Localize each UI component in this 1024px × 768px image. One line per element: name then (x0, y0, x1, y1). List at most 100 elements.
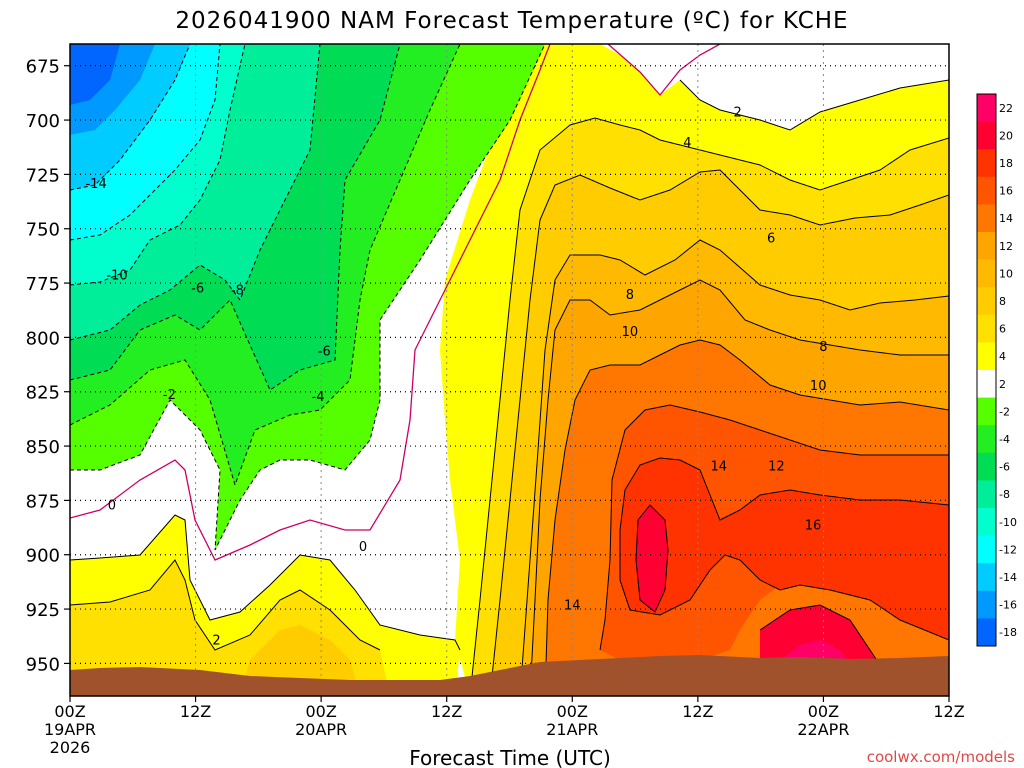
contour-minus-6 (70, 44, 401, 391)
x-tick-label: 00Z (54, 702, 85, 721)
colorbar-label: 14 (999, 212, 1013, 225)
y-axis: 675 700 725 750 775 800 825 850 875 900 925 950 (26, 57, 70, 675)
x-tick-label: 12Z (682, 702, 713, 721)
contour-label: -14 (86, 177, 107, 192)
colorbar-label: -12 (999, 543, 1017, 556)
colorbar-swatch (977, 452, 996, 481)
plot-frame (69, 43, 950, 697)
colorbar-swatch (977, 342, 996, 371)
contour-label: 14 (711, 460, 728, 475)
colorbar-frame (976, 93, 997, 647)
contour-4 (469, 117, 949, 696)
y-tick-label: 875 (26, 491, 60, 512)
contour-minus-14 (70, 44, 191, 191)
colorbar-label: 10 (999, 267, 1013, 280)
contour-label: 10 (622, 325, 639, 340)
x-tick-label: 12Z (933, 702, 964, 721)
colorbar-label: -4 (999, 433, 1010, 446)
terrain (70, 655, 949, 696)
y-tick-label: 700 (26, 111, 60, 132)
contour-label: -8 (231, 284, 244, 299)
contour-label: 12 (768, 460, 785, 475)
colorbar-label: -6 (999, 461, 1010, 474)
contour-10 (529, 279, 949, 696)
colorbar-label: 20 (999, 129, 1013, 142)
x-tick-label: 00Z (557, 702, 588, 721)
x-tick-label: 12Z (431, 702, 462, 721)
y-tick-label: 750 (26, 220, 60, 241)
y-tick-label: 725 (26, 165, 60, 186)
contour-label: 2 (212, 633, 220, 648)
y-tick-label: 800 (26, 328, 60, 349)
contour-low-2 (70, 514, 461, 651)
contour-label: -10 (106, 268, 127, 283)
colorbar-swatch (977, 590, 996, 619)
contour-label: -6 (191, 281, 204, 296)
plot-area: -14 -10 -6 -8 -2 -6 -4 0 0 2 14 2 4 6 8 10 8 10 14 12 16 (70, 44, 949, 696)
contour-label: 16 (805, 518, 822, 533)
colorbar-swatch (977, 508, 996, 536)
contour-label: 8 (626, 288, 634, 303)
contour-minus-4 (70, 44, 461, 487)
x-tick-date: 22APR (797, 720, 849, 739)
contour-low-4 (70, 559, 381, 651)
grid-lines (70, 44, 949, 696)
contour-lines (70, 79, 949, 696)
x-tick-label: 00Z (808, 702, 839, 721)
colorbar-label: -2 (999, 405, 1010, 418)
y-tick-label: 825 (26, 383, 60, 404)
contour-label: 10 (810, 379, 827, 394)
colorbar-label: -16 (999, 599, 1017, 612)
x-tick-date: 19APR (44, 720, 96, 739)
colorbar-swatch (977, 370, 996, 398)
contour-label: 8 (819, 340, 827, 355)
contour-minus-2 (70, 44, 546, 551)
contour-label: 2 (733, 105, 741, 120)
colorbar-label: 6 (999, 323, 1006, 336)
x-tick-date: 20APR (295, 720, 347, 739)
y-tick-label: 850 (26, 437, 60, 458)
colorbar-label: -8 (999, 488, 1010, 501)
y-tick-label: 900 (26, 546, 60, 567)
contour-20 (759, 604, 881, 666)
colorbar-swatch (977, 259, 996, 288)
colorbar-label: -18 (999, 626, 1017, 639)
x-tick-date: 21APR (546, 720, 598, 739)
x-tick-year: 2026 (50, 738, 91, 757)
colorbar-label: 16 (999, 185, 1013, 198)
colorbar-swatch (977, 149, 996, 178)
colorbar-label: -10 (999, 516, 1017, 529)
colorbar-swatch (977, 94, 996, 122)
chart-title: 2026041900 NAM Forecast Temperature (ºC)… (175, 8, 848, 34)
colorbar-swatch (977, 535, 996, 564)
colorbar-label: 2 (999, 378, 1006, 391)
temperature-band-18-20 (636, 505, 880, 665)
contour-label: -2 (163, 388, 176, 403)
colorbar-swatch (977, 480, 996, 509)
colorbar-swatch (977, 397, 996, 426)
contour-label: 4 (683, 136, 691, 151)
colorbar-swatch (977, 232, 996, 260)
colorbar-swatch (977, 425, 996, 454)
colorbar-label: 18 (999, 157, 1013, 170)
colorbar-label: 12 (999, 240, 1013, 253)
colorbar-swatch (977, 563, 996, 592)
colorbar-swatch (977, 287, 996, 316)
colorbar-swatch (977, 314, 996, 343)
y-tick-label: 950 (26, 654, 60, 675)
contour-8 (519, 239, 949, 696)
contour-label: 0 (108, 499, 116, 514)
colorbar-swatch (977, 618, 996, 647)
colorbar-label: -14 (999, 571, 1017, 584)
contour-label: 6 (767, 231, 775, 246)
colorbar-label: 8 (999, 295, 1006, 308)
contour-6 (489, 169, 949, 696)
colorbar-swatch (977, 176, 996, 205)
x-tick-label: 12Z (180, 702, 211, 721)
zero-isotherm (70, 44, 721, 561)
contour-label: 0 (359, 540, 367, 555)
contour-label: -6 (318, 344, 331, 359)
contour-zero-cold (70, 44, 551, 561)
